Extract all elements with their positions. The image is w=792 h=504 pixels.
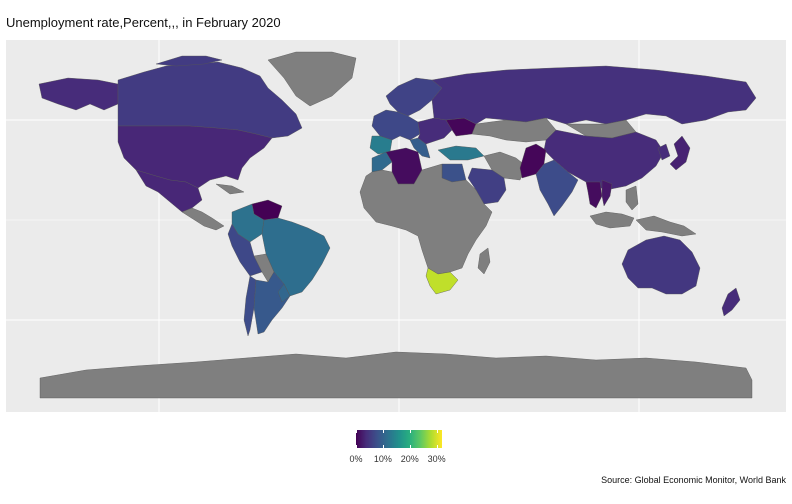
world-map — [6, 40, 786, 412]
region-eastern-europe — [417, 117, 453, 145]
color-legend: 0% 10% 20% 30% — [346, 430, 446, 466]
region-saudi-arabia — [467, 167, 507, 205]
region-madagascar — [477, 247, 491, 275]
legend-tick-label: 30% — [427, 454, 446, 464]
country-layer — [38, 51, 757, 399]
region-southeast-asia-islands — [625, 185, 639, 211]
map-title: Unemployment rate,Percent,,, in February… — [6, 15, 281, 30]
region-south-africa — [425, 267, 459, 295]
legend-tick-30 — [436, 430, 438, 448]
source-caption: Source: Global Economic Monitor, World B… — [601, 475, 786, 485]
region-new-zealand — [721, 287, 741, 317]
region-western-europe — [371, 109, 421, 141]
legend-tick-0 — [356, 430, 357, 448]
region-korea — [657, 143, 671, 161]
region-vietnam — [601, 179, 613, 207]
region-sub-saharan-africa — [181, 207, 225, 231]
legend-tick-10 — [382, 430, 384, 448]
region-alaska — [38, 77, 119, 111]
region-russia — [431, 65, 757, 125]
region-canada — [155, 55, 223, 67]
region-morocco — [371, 151, 393, 173]
region-antarctica — [39, 351, 753, 399]
region-sub-saharan-africa — [215, 183, 245, 195]
region-australia — [621, 235, 701, 295]
region-peru — [227, 223, 263, 277]
legend-tick-20 — [409, 430, 411, 448]
region-mexico — [135, 169, 203, 213]
legend-tick-label: 10% — [373, 454, 392, 464]
region-sub-saharan-africa — [359, 163, 493, 275]
map-panel — [6, 40, 786, 412]
region-india — [535, 159, 579, 217]
region-greenland — [267, 51, 357, 107]
region-thailand — [585, 181, 603, 209]
legend-tick-label: 0% — [349, 454, 363, 464]
region-southeast-asia-islands — [635, 215, 697, 237]
region-southeast-asia-islands — [589, 211, 635, 229]
region-united-states — [117, 125, 273, 189]
region-japan — [669, 135, 691, 171]
region-turkey — [437, 145, 485, 161]
region-uruguay — [277, 283, 291, 303]
legend-color-bar — [356, 430, 442, 448]
legend-tick-label: 20% — [400, 454, 419, 464]
region-argentina — [253, 271, 291, 335]
region-kazakhstan — [471, 117, 557, 143]
